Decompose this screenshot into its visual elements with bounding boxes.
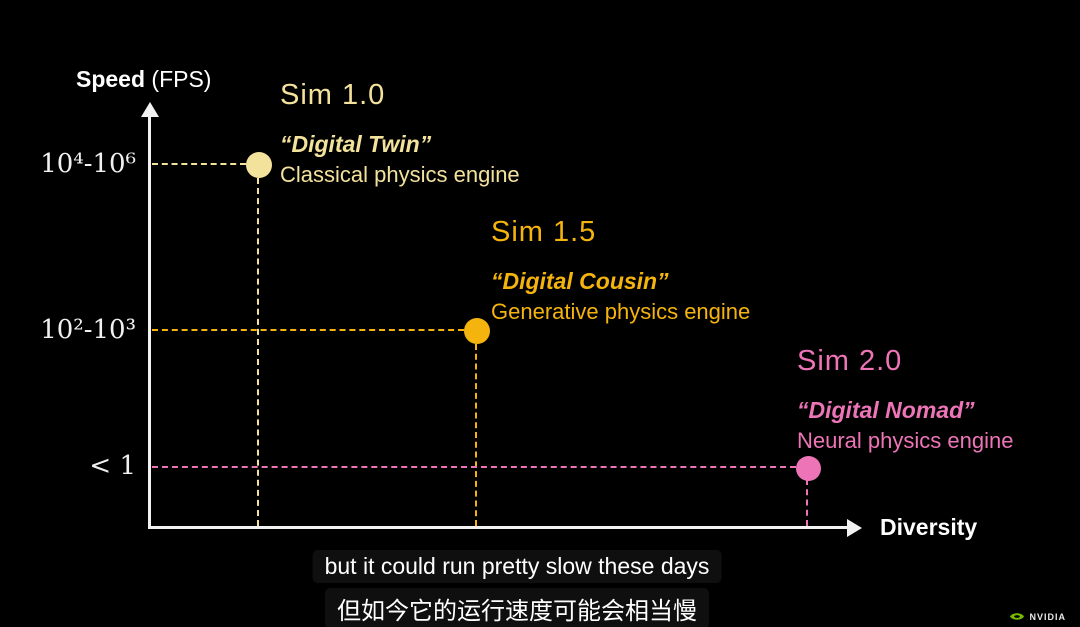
subtitle-chinese: 但如今它的运行速度可能会相当慢 (325, 588, 709, 627)
guide-line-sim-1-0-horizontal (152, 163, 246, 165)
sim-1-0-label-group: Sim 1.0 “Digital Twin” Classical physics… (280, 76, 520, 189)
guide-line-sim-1-5-horizontal (152, 329, 464, 331)
nvidia-logo-text: NVIDIA (1029, 611, 1066, 622)
y-axis-arrow-icon (141, 102, 159, 117)
sim-2-0-point (796, 456, 821, 481)
y-tick-low: < 1 (89, 451, 136, 481)
guide-line-sim-1-5-vertical (475, 344, 477, 526)
sim-1-5-quote: “Digital Cousin” (491, 268, 669, 295)
sim-1-0-quote: “Digital Twin” (280, 131, 432, 158)
sim-1-5-label-group: Sim 1.5 “Digital Cousin” Generative phys… (491, 213, 750, 326)
sim-1-5-title: Sim 1.5 (491, 216, 597, 248)
guide-line-sim-2-0-horizontal (152, 466, 796, 468)
subtitle-english: but it could run pretty slow these days (312, 550, 722, 583)
y-tick-high: 10⁴-10⁶ (40, 149, 136, 179)
y-axis-label-speed: Speed (76, 66, 146, 92)
y-axis-label-fps: (FPS) (145, 66, 212, 92)
y-tick-mid: 10²-10³ (40, 315, 136, 345)
sim-2-0-quote: “Digital Nomad” (797, 397, 975, 424)
guide-line-sim-2-0-vertical (806, 479, 808, 526)
x-axis (148, 526, 850, 529)
sim-1-0-title: Sim 1.0 (280, 79, 386, 111)
nvidia-logo: NVIDIA (1009, 611, 1066, 622)
sim-2-0-title: Sim 2.0 (797, 345, 903, 377)
x-axis-label: Diversity (880, 514, 978, 540)
nvidia-eye-icon (1010, 613, 1025, 620)
sim-1-5-desc: Generative physics engine (491, 298, 751, 324)
sim-2-0-desc: Neural physics engine (797, 427, 1014, 453)
y-axis (148, 116, 151, 529)
guide-line-sim-1-0-vertical (257, 178, 259, 526)
sim-1-5-point (464, 318, 490, 344)
sim-1-0-point (246, 152, 272, 178)
sim-1-0-desc: Classical physics engine (280, 161, 520, 187)
sim-2-0-label-group: Sim 2.0 “Digital Nomad” Neural physics e… (797, 342, 1013, 455)
y-axis-label: Speed (FPS) (76, 66, 211, 93)
x-axis-arrow-icon (847, 519, 862, 537)
